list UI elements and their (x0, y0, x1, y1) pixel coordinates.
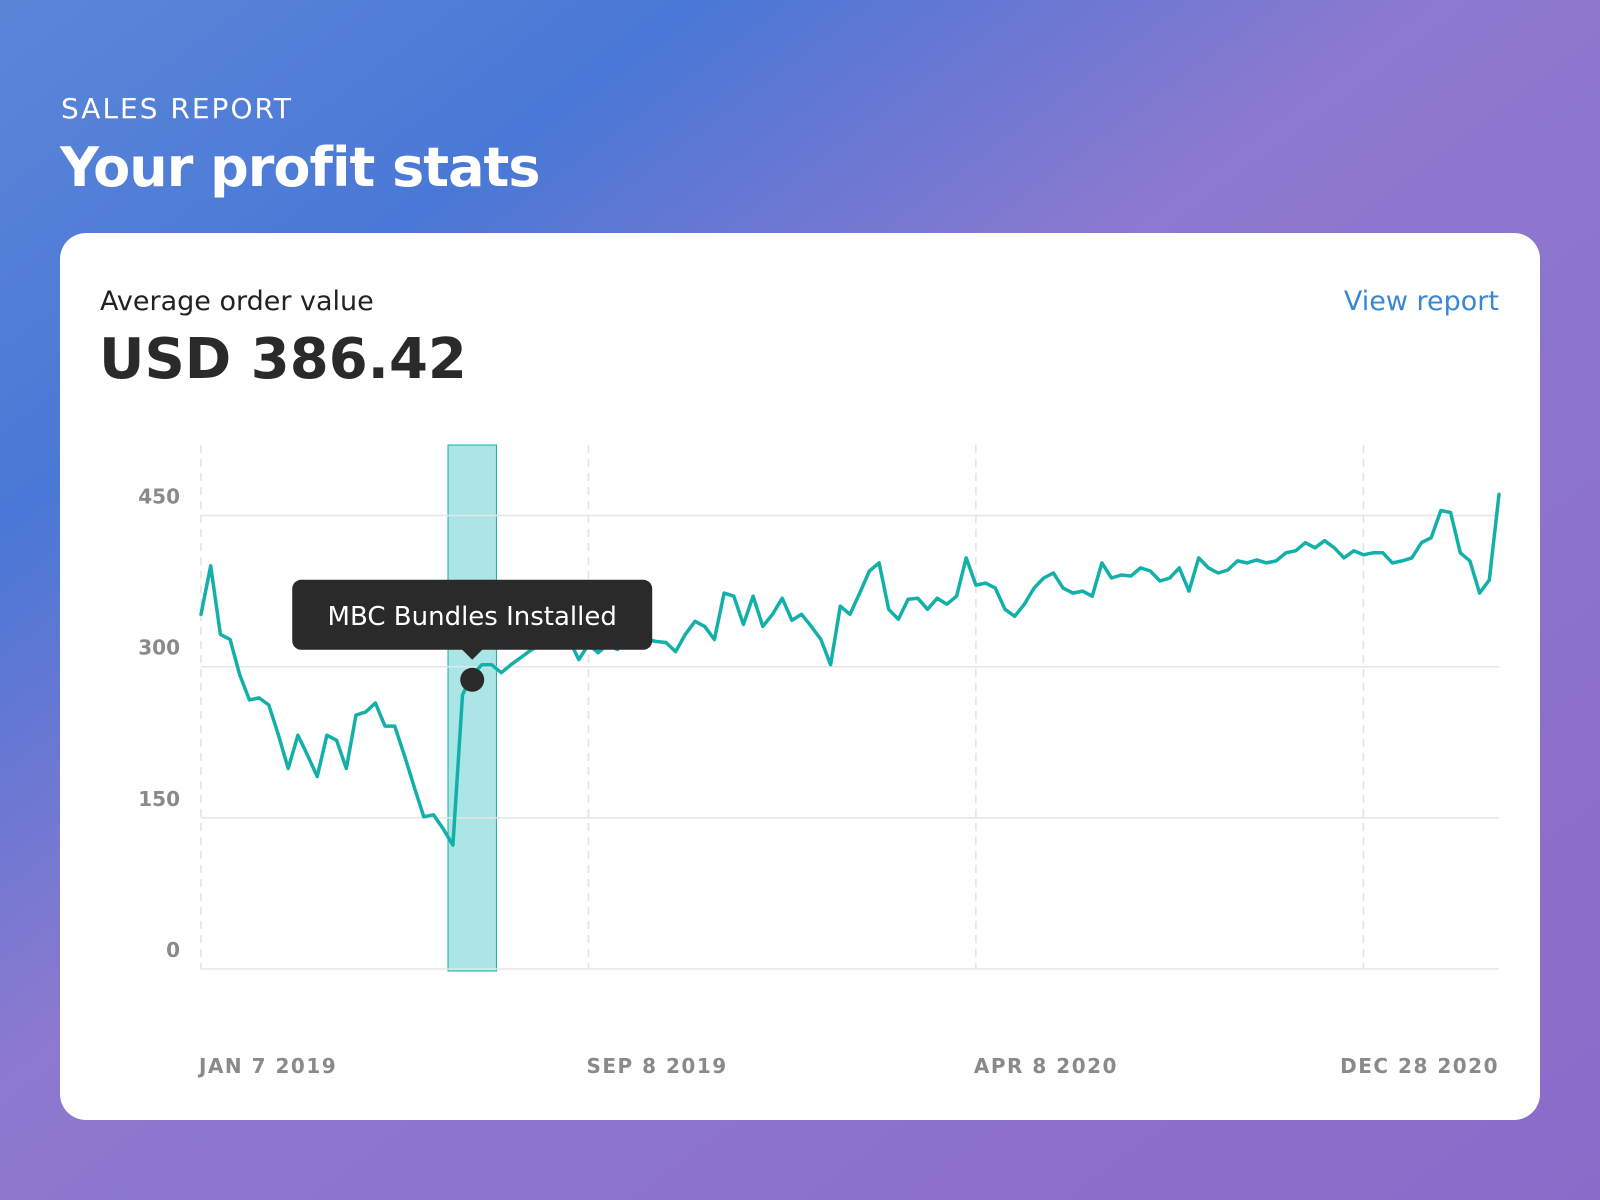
y-tick-label: 150 (138, 787, 180, 811)
series-line (199, 492, 1501, 847)
annotation-dot (460, 667, 485, 692)
y-tick-label: 0 (166, 938, 180, 962)
x-tick-label: SEP 8 2019 (586, 1054, 727, 1078)
view-report-link[interactable]: View report (1344, 286, 1499, 317)
plot: 0 150 300 450 JAN 7 2019 SEP 8 2019 APR 8 2020… (138, 444, 1501, 1078)
x-tick-label: APR 8 2020 (974, 1054, 1118, 1078)
y-tick-label: 450 (138, 485, 180, 509)
card-label: Average order value (100, 286, 374, 317)
x-tick-label: DEC 28 2020 (1340, 1054, 1499, 1078)
highlight-band (447, 444, 497, 972)
x-tick-label: JAN 7 2019 (197, 1054, 337, 1078)
tooltip-label: MBC Bundles Installed (328, 602, 617, 632)
tooltip (292, 579, 653, 650)
card-value: USD 386.42 (99, 327, 467, 392)
card (60, 233, 1540, 1120)
y-tick-label: 300 (138, 636, 180, 660)
page-title: Your profit stats (59, 136, 539, 199)
eyebrow: SALES REPORT (61, 92, 293, 125)
tooltip-pointer (461, 648, 484, 660)
